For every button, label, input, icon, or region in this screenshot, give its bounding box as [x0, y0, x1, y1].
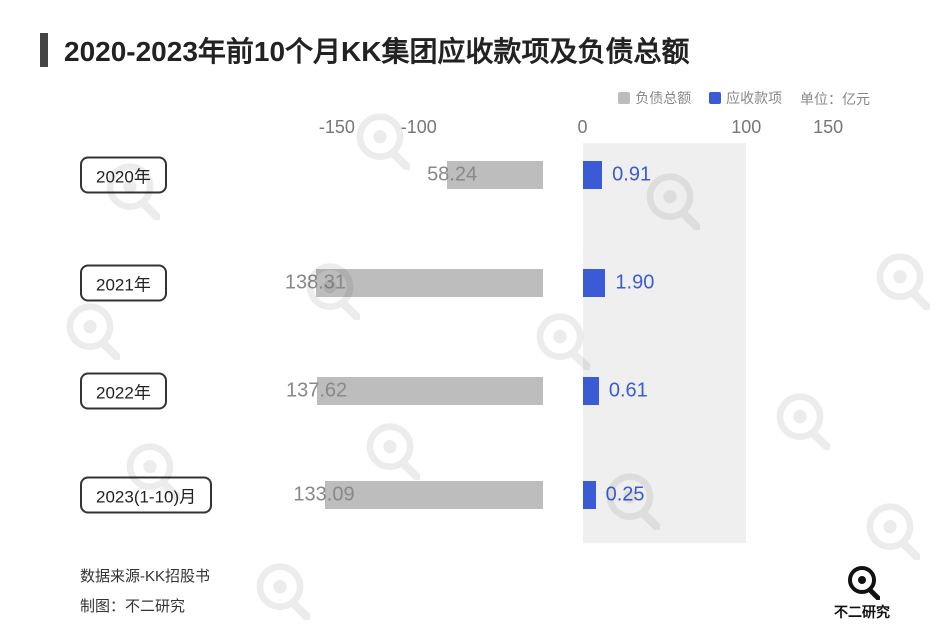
legend-label-liabilities: 负债总额 — [635, 88, 691, 108]
value-receivables: 0.91 — [602, 164, 651, 187]
value-receivables: 0.61 — [599, 380, 648, 403]
bar-receivables — [583, 161, 603, 189]
value-receivables: 0.25 — [596, 484, 645, 507]
axis-tick: -100 — [401, 117, 437, 138]
axis-tick: -150 — [319, 117, 355, 138]
title-accent-bar — [40, 33, 48, 67]
chart-row: 2020年 58.24 0.91 — [80, 155, 870, 195]
chart-credit: 制图：不二研究 — [80, 592, 210, 622]
legend-unit: 单位：亿元 — [800, 89, 870, 109]
chart-row: 2023(1-10)月 133.09 0.25 — [80, 475, 870, 515]
axis-tick: 0 — [577, 117, 587, 138]
chart-title-row: 2020-2023年前10个月KK集团应收款项及负债总额 — [40, 30, 900, 70]
chart-row: 2022年 137.62 0.61 — [80, 371, 870, 411]
legend-item-liabilities: 负债总额 — [618, 88, 691, 108]
legend-label-receivables: 应收款项 — [726, 88, 782, 108]
legend-swatch-liabilities — [618, 92, 630, 104]
legend-item-receivables: 应收款项 — [709, 88, 782, 108]
year-label: 2020年 — [80, 157, 167, 194]
brand-logo: 不二研究 — [834, 564, 890, 622]
brand-logo-icon — [844, 564, 880, 600]
value-liabilities: 58.24 — [427, 164, 487, 187]
value-receivables: 1.90 — [605, 272, 654, 295]
chart-footer: 数据来源-KK招股书 制图：不二研究 — [80, 562, 210, 622]
chart-title: 2020-2023年前10个月KK集团应收款项及负债总额 — [64, 30, 690, 70]
axis-tick: 100 — [731, 117, 761, 138]
bar-receivables — [583, 269, 606, 297]
chart-legend: 负债总额 应收款项 单位：亿元 — [40, 88, 900, 109]
legend-swatch-receivables — [709, 92, 721, 104]
value-liabilities: 138.31 — [285, 272, 356, 295]
value-liabilities: 133.09 — [293, 484, 364, 507]
bar-receivables — [583, 377, 599, 405]
bar-receivables — [583, 481, 596, 509]
brand-logo-text: 不二研究 — [834, 602, 890, 622]
value-liabilities: 137.62 — [286, 380, 357, 403]
chart-plot: 2020年 58.24 0.91 2021年 138.31 1.90 2022年 137.62… — [80, 143, 870, 543]
year-label: 2023(1-10)月 — [80, 477, 212, 514]
chart-area: -150 -100 0 100 150 2020年 58.24 0.91 2021年 138.3… — [80, 117, 870, 557]
year-label: 2021年 — [80, 265, 167, 302]
axis-tick: 150 — [813, 117, 843, 138]
chart-row: 2021年 138.31 1.90 — [80, 263, 870, 303]
data-source: 数据来源-KK招股书 — [80, 562, 210, 592]
year-label: 2022年 — [80, 373, 167, 410]
x-axis-ticks: -150 -100 0 100 150 — [80, 117, 870, 143]
